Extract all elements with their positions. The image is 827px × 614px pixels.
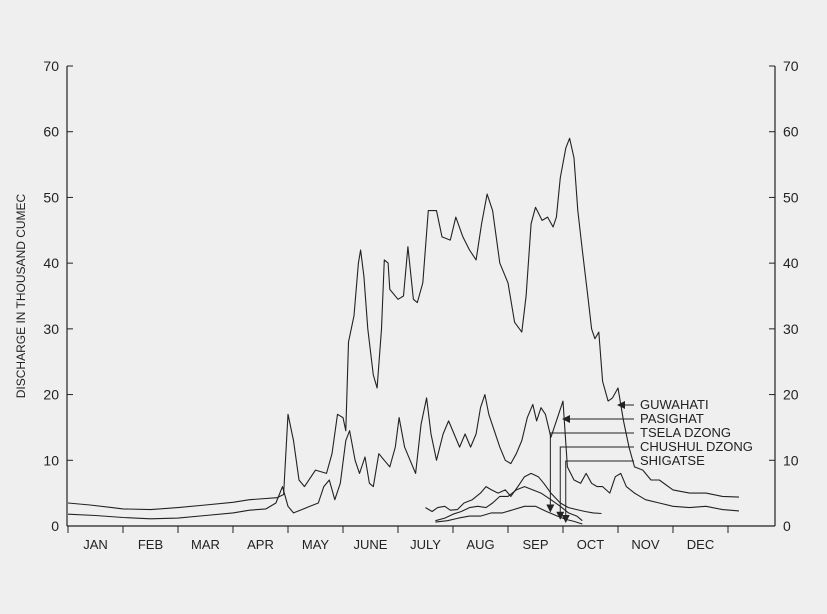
month-label: FEB	[138, 537, 163, 552]
legend-label-chushul-dzong: CHUSHUL DZONG	[640, 439, 753, 454]
y-tick-label-left: 0	[51, 518, 59, 534]
legend-label-shigatse: SHIGATSE	[640, 453, 705, 468]
legend-label-pasighat: PASIGHAT	[640, 411, 704, 426]
legend-label-guwahati: GUWAHATI	[640, 397, 709, 412]
month-label: OCT	[577, 537, 605, 552]
y-tick-label-right: 30	[783, 321, 799, 337]
y-tick-label-left: 60	[43, 124, 59, 140]
y-tick-label-right: 40	[783, 255, 799, 271]
series-line-guwahati	[67, 137, 740, 511]
month-label: DEC	[687, 537, 714, 552]
leader-arrow-shigatse	[561, 460, 634, 524]
month-label: SEP	[522, 537, 548, 552]
series-line-pasighat	[67, 394, 740, 520]
y-tick-label-left: 50	[43, 189, 59, 205]
y-tick-label-left: 70	[43, 58, 59, 74]
month-label: JUNE	[354, 537, 388, 552]
series-line-tsela-dzong	[425, 472, 602, 515]
month-label: AUG	[466, 537, 494, 552]
y-tick-label-left: 30	[43, 321, 59, 337]
month-label: JAN	[83, 537, 108, 552]
month-label: APR	[247, 537, 274, 552]
y-tick-label-left: 20	[43, 387, 59, 403]
y-tick-label-right: 20	[783, 387, 799, 403]
leader-arrow-chushul-dzong	[556, 446, 634, 520]
y-axis-title: DISCHARGE IN THOUSAND CUMEC	[14, 193, 28, 398]
month-label: JULY	[410, 537, 441, 552]
y-tick-label-right: 10	[783, 452, 799, 468]
legend-label-tsela-dzong: TSELA DZONG	[640, 425, 731, 440]
y-tick-label-left: 10	[43, 452, 59, 468]
leader-arrow-tsela-dzong	[546, 432, 634, 513]
y-tick-label-right: 0	[783, 518, 791, 534]
month-label: MAY	[302, 537, 330, 552]
y-tick-label-left: 40	[43, 255, 59, 271]
y-tick-label-right: 50	[783, 189, 799, 205]
y-tick-label-right: 70	[783, 58, 799, 74]
month-label: MAR	[191, 537, 220, 552]
y-tick-label-right: 60	[783, 124, 799, 140]
month-label: NOV	[631, 537, 660, 552]
